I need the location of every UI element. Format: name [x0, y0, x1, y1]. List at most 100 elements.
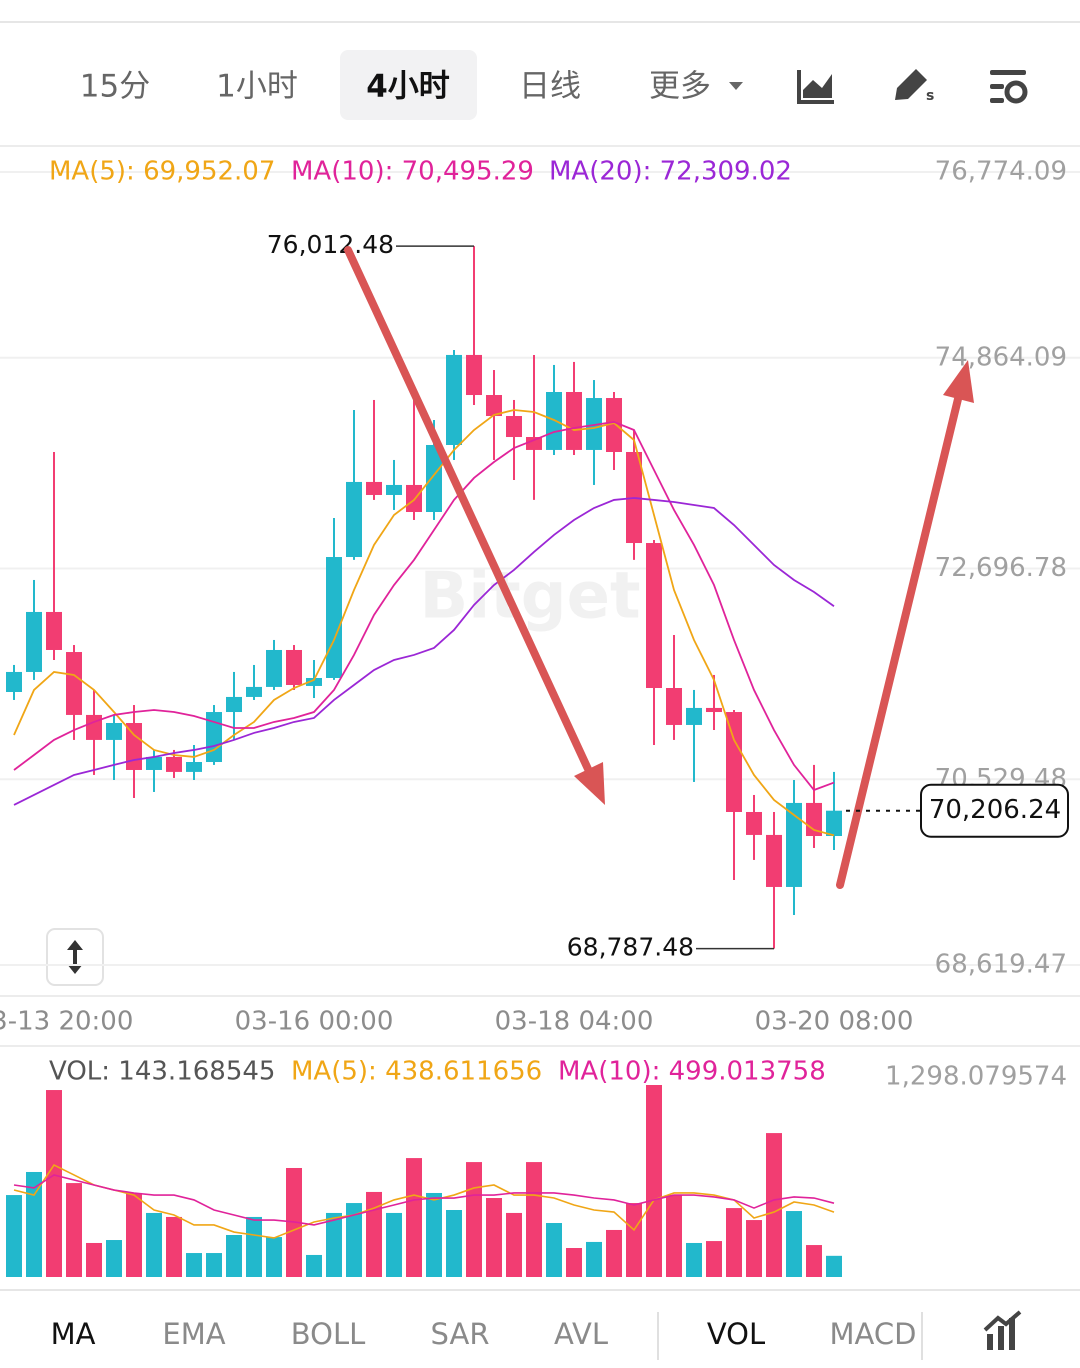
volume-bar	[566, 1248, 582, 1277]
volume-bar	[86, 1242, 102, 1277]
indicator-settings-icon[interactable]	[983, 1310, 1022, 1350]
volume-bar	[626, 1203, 642, 1277]
volume-bar	[226, 1234, 242, 1277]
volume-bar	[186, 1253, 202, 1277]
volume-bar	[466, 1162, 482, 1277]
candle-body	[406, 484, 422, 512]
candle-body	[826, 810, 842, 837]
extreme-label: 68,787.48	[567, 933, 694, 962]
candle-body	[126, 723, 142, 770]
tab[interactable]: 4小时	[366, 69, 450, 105]
volume-bar	[26, 1171, 42, 1277]
candle-body	[706, 707, 722, 713]
volume-bar	[406, 1158, 422, 1277]
candle-body	[246, 686, 262, 697]
volume-bar	[366, 1191, 382, 1277]
ma-line	[13, 421, 835, 792]
y-tick-label: 72,696.78	[935, 553, 1067, 583]
tab[interactable]: 15分	[80, 69, 150, 105]
y-tick-label: 1,298.079574	[885, 1062, 1067, 1092]
candle-body	[106, 723, 122, 740]
dropdown-caret	[729, 82, 743, 90]
candle-body	[266, 649, 282, 687]
candle-body	[26, 611, 42, 672]
legend-entry: VOL: 143.168545	[49, 1057, 275, 1087]
candle-body	[346, 481, 362, 558]
volume-bar	[726, 1208, 742, 1277]
volume-bar	[446, 1209, 462, 1277]
y-tick-label: 76,774.09	[935, 157, 1067, 187]
volume-bar	[146, 1212, 162, 1277]
legend-entry: MA(10): 70,495.29	[291, 157, 534, 187]
plot: Bitget76,774.0974,864.0972,696.7870,529.…	[0, 157, 1080, 1277]
candle-body	[566, 391, 582, 450]
candle-body	[86, 714, 102, 740]
volume-bar	[126, 1192, 142, 1277]
candle-body	[286, 649, 302, 685]
trend-arrow	[344, 246, 605, 805]
legend-entry: MA(5): 438.611656	[291, 1057, 542, 1087]
candle-body	[686, 707, 702, 725]
volume-bar	[686, 1242, 702, 1277]
volume-bar	[506, 1212, 522, 1277]
volume-bar	[666, 1195, 682, 1277]
volume-bar	[246, 1216, 262, 1277]
candle-body	[46, 611, 62, 650]
volume-bar	[826, 1255, 842, 1277]
indicator-tab[interactable]: MA	[51, 1317, 96, 1351]
candle-body	[786, 802, 802, 887]
volume-bar	[6, 1195, 22, 1277]
legend-entry: MA(10): 499.013758	[558, 1057, 826, 1087]
candle-body	[166, 756, 182, 772]
indicator-tab[interactable]: SAR	[431, 1317, 490, 1351]
candle-body	[586, 398, 602, 450]
tab[interactable]: 1小时	[216, 69, 298, 105]
last-price-label: 70,206.24	[929, 795, 1061, 825]
volume-bar	[386, 1212, 402, 1277]
x-tick-label: 03-18 04:00	[495, 1007, 654, 1037]
volume-bar	[706, 1241, 722, 1277]
volume-bar	[766, 1133, 782, 1277]
candle-body	[646, 543, 662, 689]
candle-body	[606, 398, 622, 452]
volume-bar	[786, 1211, 802, 1277]
volume-bar	[306, 1254, 322, 1277]
chart-icon[interactable]	[797, 70, 834, 104]
indicator-tab[interactable]: MACD	[830, 1317, 917, 1351]
candle-body	[466, 354, 482, 396]
indicator-tab[interactable]: AVL	[554, 1317, 608, 1351]
candle-body	[766, 834, 782, 887]
volume-bar	[806, 1245, 822, 1277]
candle-body	[386, 484, 402, 495]
volume-bar	[426, 1192, 442, 1277]
watermark: Bitget	[419, 560, 640, 634]
indicator-tab[interactable]: VOL	[707, 1317, 765, 1351]
candle-body	[446, 354, 462, 445]
volume-bar	[486, 1198, 502, 1277]
volume-bar	[46, 1090, 62, 1277]
volume-bar	[586, 1241, 602, 1277]
ma-line	[13, 497, 835, 806]
settings-icon[interactable]	[990, 70, 1028, 104]
tab[interactable]: 日线	[519, 69, 581, 105]
volume-bar	[606, 1229, 622, 1277]
candle-body	[6, 671, 22, 692]
volume-bar	[66, 1183, 82, 1277]
trend-arrow	[836, 360, 974, 889]
candle-body	[746, 811, 762, 835]
indicator-tab[interactable]: EMA	[162, 1317, 225, 1351]
candle-body	[506, 416, 522, 438]
candle-body	[326, 557, 342, 678]
ma-line	[13, 409, 835, 837]
tab[interactable]: 更多	[649, 69, 711, 105]
volume-bar	[106, 1240, 122, 1277]
last-price-box	[920, 783, 1069, 838]
legend-entry: MA(5): 69,952.07	[49, 157, 275, 187]
indicator-tab[interactable]: BOLL	[291, 1317, 366, 1351]
draw-icon[interactable]: s	[895, 69, 934, 104]
volume-bar	[266, 1237, 282, 1277]
candle-body	[426, 444, 442, 512]
scale-button[interactable]	[46, 928, 104, 986]
